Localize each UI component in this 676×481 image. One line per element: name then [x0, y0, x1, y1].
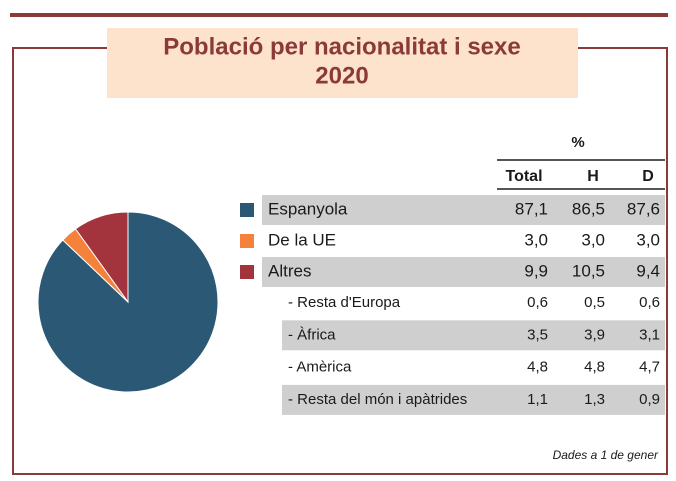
row-band — [262, 257, 665, 287]
legend-swatch — [240, 265, 254, 279]
cell: 0,6 — [639, 294, 660, 311]
cell: 1,1 — [527, 391, 548, 408]
column-header: D — [642, 168, 654, 185]
cell: 86,5 — [572, 199, 605, 218]
top-rule — [10, 13, 668, 17]
legend-swatch — [240, 234, 254, 248]
cell: 87,6 — [627, 199, 660, 218]
cell: 87,1 — [515, 199, 548, 218]
cell: 0,6 — [527, 294, 548, 311]
row-band — [282, 384, 665, 415]
pie-slice — [74, 211, 129, 304]
row-label: - Resta del món i apàtrides — [288, 391, 467, 408]
cell: 3,5 — [527, 326, 548, 343]
column-header: Total — [505, 168, 542, 185]
chart-title: Població per nacionalitat i sexe — [163, 33, 520, 60]
cell: 3,1 — [639, 326, 660, 343]
cell: 4,8 — [584, 359, 605, 376]
cell: 3,9 — [584, 326, 605, 343]
cell: 9,4 — [636, 261, 660, 280]
row-label: Altres — [268, 261, 311, 280]
row-band — [262, 195, 665, 225]
cell: 0,5 — [584, 294, 605, 311]
row-band — [282, 320, 665, 351]
cell: 3,0 — [636, 230, 660, 249]
cell: 0,9 — [639, 391, 660, 408]
row-label: De la UE — [268, 230, 336, 249]
title-box — [107, 28, 578, 98]
cell: 10,5 — [572, 261, 605, 280]
footnote: Dades a 1 de gener — [553, 448, 659, 462]
cell: 9,9 — [524, 261, 548, 280]
legend-swatch — [240, 203, 254, 217]
cell: 1,3 — [584, 391, 605, 408]
cell: 4,8 — [527, 359, 548, 376]
cell: 3,0 — [581, 230, 605, 249]
row-label: - Àfrica — [288, 326, 336, 343]
chart-title: 2020 — [315, 62, 368, 89]
row-label: Espanyola — [268, 199, 348, 218]
cell: 3,0 — [524, 230, 548, 249]
unit-label: % — [571, 134, 584, 151]
row-label: - Resta d'Europa — [288, 294, 401, 311]
row-label: - Amèrica — [288, 359, 352, 376]
cell: 4,7 — [639, 359, 660, 376]
column-header: H — [587, 168, 599, 185]
